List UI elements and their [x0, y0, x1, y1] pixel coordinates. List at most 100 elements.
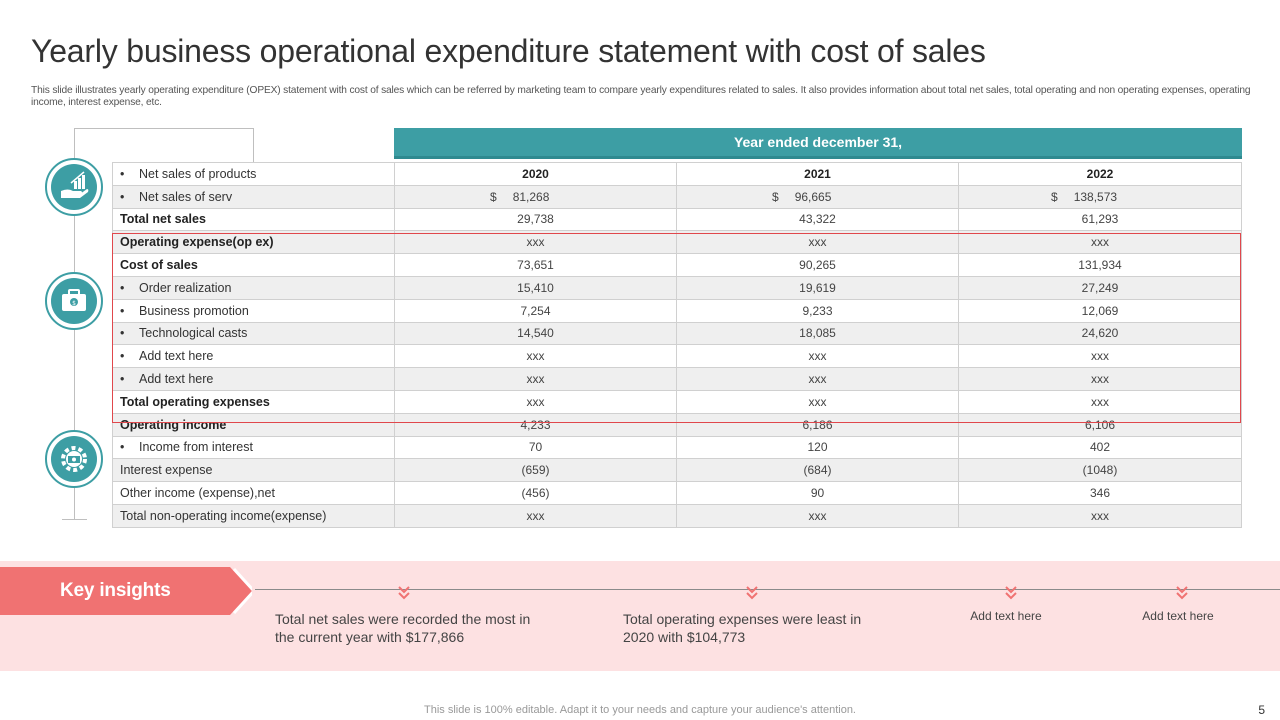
row-label: Operating expense(op ex)	[112, 230, 395, 255]
table-row: Operating expense(op ex) xxx xxx xxx	[112, 230, 1242, 255]
cell-value: 402	[958, 435, 1242, 460]
row-label: Operating income	[112, 412, 395, 437]
cell-value: (659)	[394, 458, 677, 483]
col-header-2020: 2020	[394, 162, 677, 186]
cell-value: xxx	[958, 344, 1242, 369]
row-label: Total net sales	[112, 207, 395, 232]
cell-value: 15,410	[394, 275, 677, 300]
cell-value: xxx	[676, 230, 959, 255]
insight-text-2: Total operating expenses were least in 2…	[623, 611, 862, 645]
chevron-down-icon	[1176, 586, 1188, 600]
cell-value: xxx	[676, 367, 959, 391]
table-row: • Net sales of products 2020 2021 2022	[112, 162, 1242, 186]
table-row: Total net sales 29,738 43,322 61,293	[112, 207, 1242, 232]
sales-growth-icon	[45, 158, 103, 216]
cell-value: (456)	[394, 481, 677, 505]
table-row: • Add text here xxx xxx xxx	[112, 344, 1242, 369]
cell-value: 24,620	[958, 321, 1242, 346]
cell-value: $81,268	[394, 184, 677, 209]
cell-value: 70	[394, 435, 677, 460]
table-row: • Add text here xxx xxx xxx	[112, 367, 1242, 391]
cell-value: 4,233	[394, 412, 677, 437]
cell-value: 61,293	[958, 207, 1242, 232]
cell-value: 29,738	[394, 207, 677, 232]
cell-value: xxx	[958, 503, 1242, 528]
row-label: Total non-operating income(expense)	[112, 503, 395, 528]
table-row: • Business promotion 7,254 9,233 12,069	[112, 298, 1242, 323]
cell-value: xxx	[958, 367, 1242, 391]
deco-bottom-tick	[62, 519, 87, 520]
insight-text-3: Add text here	[970, 609, 1042, 623]
table-row: • Income from interest 70 120 402	[112, 435, 1242, 460]
insights-divider	[255, 589, 1280, 590]
cell-value: (1048)	[958, 458, 1242, 483]
row-label: • Net sales of serv	[112, 184, 395, 209]
table-row: Interest expense (659) (684) (1048)	[112, 458, 1242, 483]
cell-value: 18,085	[676, 321, 959, 346]
col-header-2022: 2022	[958, 162, 1242, 186]
cell-value: 131,934	[958, 253, 1242, 277]
cell-value: 90,265	[676, 253, 959, 277]
table-row: • Order realization 15,410 19,619 27,249	[112, 275, 1242, 300]
row-label: • Add text here	[112, 367, 395, 391]
key-insights-tag	[0, 567, 252, 615]
table-row: • Technological casts 14,540 18,085 24,62…	[112, 321, 1242, 346]
cell-value: 19,619	[676, 275, 959, 300]
cell-value: 90	[676, 481, 959, 505]
table-row: Operating income 4,233 6,186 6,106	[112, 412, 1242, 437]
cell-value: 73,651	[394, 253, 677, 277]
insight-text-4: Add text here	[1142, 609, 1214, 623]
chevron-down-icon	[1005, 586, 1017, 600]
cell-value: $96,665	[676, 184, 959, 209]
key-insights-label: Key insights	[60, 580, 171, 601]
cell-value: 6,186	[676, 412, 959, 437]
cell-value: xxx	[394, 389, 677, 414]
row-label: • Business promotion	[112, 298, 395, 323]
table-row: Other income (expense),net (456) 90 346	[112, 481, 1242, 505]
cell-value: $138,573	[958, 184, 1242, 209]
cell-value: xxx	[676, 503, 959, 528]
year-group-header: Year ended december 31,	[394, 128, 1242, 159]
svg-text:$: $	[72, 300, 76, 307]
row-label: • Order realization	[112, 275, 395, 300]
row-label: • Net sales of products	[112, 162, 395, 186]
footer-note: This slide is 100% editable. Adapt it to…	[424, 704, 856, 716]
cell-value: 12,069	[958, 298, 1242, 323]
deco-top-line	[74, 128, 254, 129]
chevron-down-icon	[746, 586, 758, 600]
cell-value: xxx	[394, 367, 677, 391]
expenditure-table: • Net sales of products 2020 2021 2022 • N…	[112, 162, 1242, 528]
chevron-down-icon	[398, 586, 410, 600]
cell-value: 120	[676, 435, 959, 460]
cell-value: 9,233	[676, 298, 959, 323]
cell-value: (684)	[676, 458, 959, 483]
cell-value: 14,540	[394, 321, 677, 346]
gear-money-icon	[45, 430, 103, 488]
cell-value: xxx	[676, 389, 959, 414]
row-label: • Income from interest	[112, 435, 395, 460]
cell-value: 6,106	[958, 412, 1242, 437]
table-row: • Net sales of serv $81,268 $96,665 $138,…	[112, 184, 1242, 209]
page-title: Yearly business operational expenditure …	[31, 33, 986, 69]
cell-value: xxx	[394, 503, 677, 528]
cell-value: xxx	[958, 389, 1242, 414]
deco-top-right-line	[253, 128, 254, 162]
page-subtitle: This slide illustrates yearly operating …	[31, 85, 1251, 108]
cell-value: 27,249	[958, 275, 1242, 300]
cell-value: xxx	[394, 230, 677, 255]
row-label: • Add text here	[112, 344, 395, 369]
row-label: • Technological casts	[112, 321, 395, 346]
cell-value: xxx	[676, 344, 959, 369]
cell-value: xxx	[394, 344, 677, 369]
cell-value: xxx	[958, 230, 1242, 255]
cell-value: 43,322	[676, 207, 959, 232]
row-label: Other income (expense),net	[112, 481, 395, 505]
cell-value: 346	[958, 481, 1242, 505]
table-row: Cost of sales 73,651 90,265 131,934	[112, 253, 1242, 277]
insight-text-1: Total net sales were recorded the most i…	[275, 611, 531, 645]
briefcase-dollar-icon: $	[45, 272, 103, 330]
cell-value: 7,254	[394, 298, 677, 323]
page-number: 5	[1258, 703, 1265, 717]
row-label: Total operating expenses	[112, 389, 395, 414]
row-label: Cost of sales	[112, 253, 395, 277]
